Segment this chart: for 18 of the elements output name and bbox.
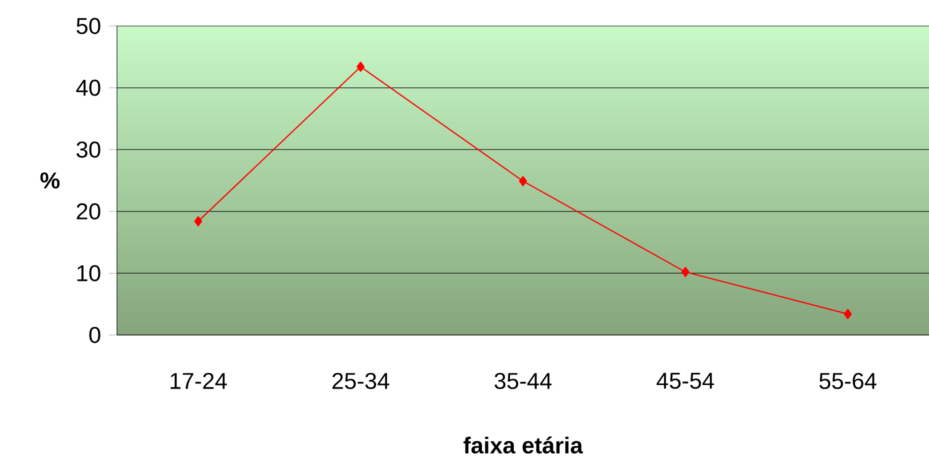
point [844, 308, 852, 320]
point [356, 62, 365, 72]
point [681, 266, 690, 278]
y-tick-label: 50 [76, 18, 100, 34]
y-tick-label: 20 [76, 203, 100, 220]
x-tick-label: 45-54 [656, 372, 714, 389]
x-axis-title: faixa etária [464, 436, 583, 454]
x-tick-label: 55-64 [819, 372, 876, 390]
x-tick-label: 35-44 [494, 372, 552, 390]
x-tick-label: 25-34 [332, 372, 390, 390]
y-axis-title: % [40, 172, 60, 189]
y-tick-label: 10 [77, 265, 100, 282]
x-tick-label: 17-24 [170, 372, 227, 389]
point [519, 176, 527, 186]
y-tick-label: 0 [89, 326, 100, 344]
y-tick-label: 40 [76, 80, 100, 96]
y-tick-label: 30 [76, 141, 100, 158]
point [194, 216, 202, 226]
